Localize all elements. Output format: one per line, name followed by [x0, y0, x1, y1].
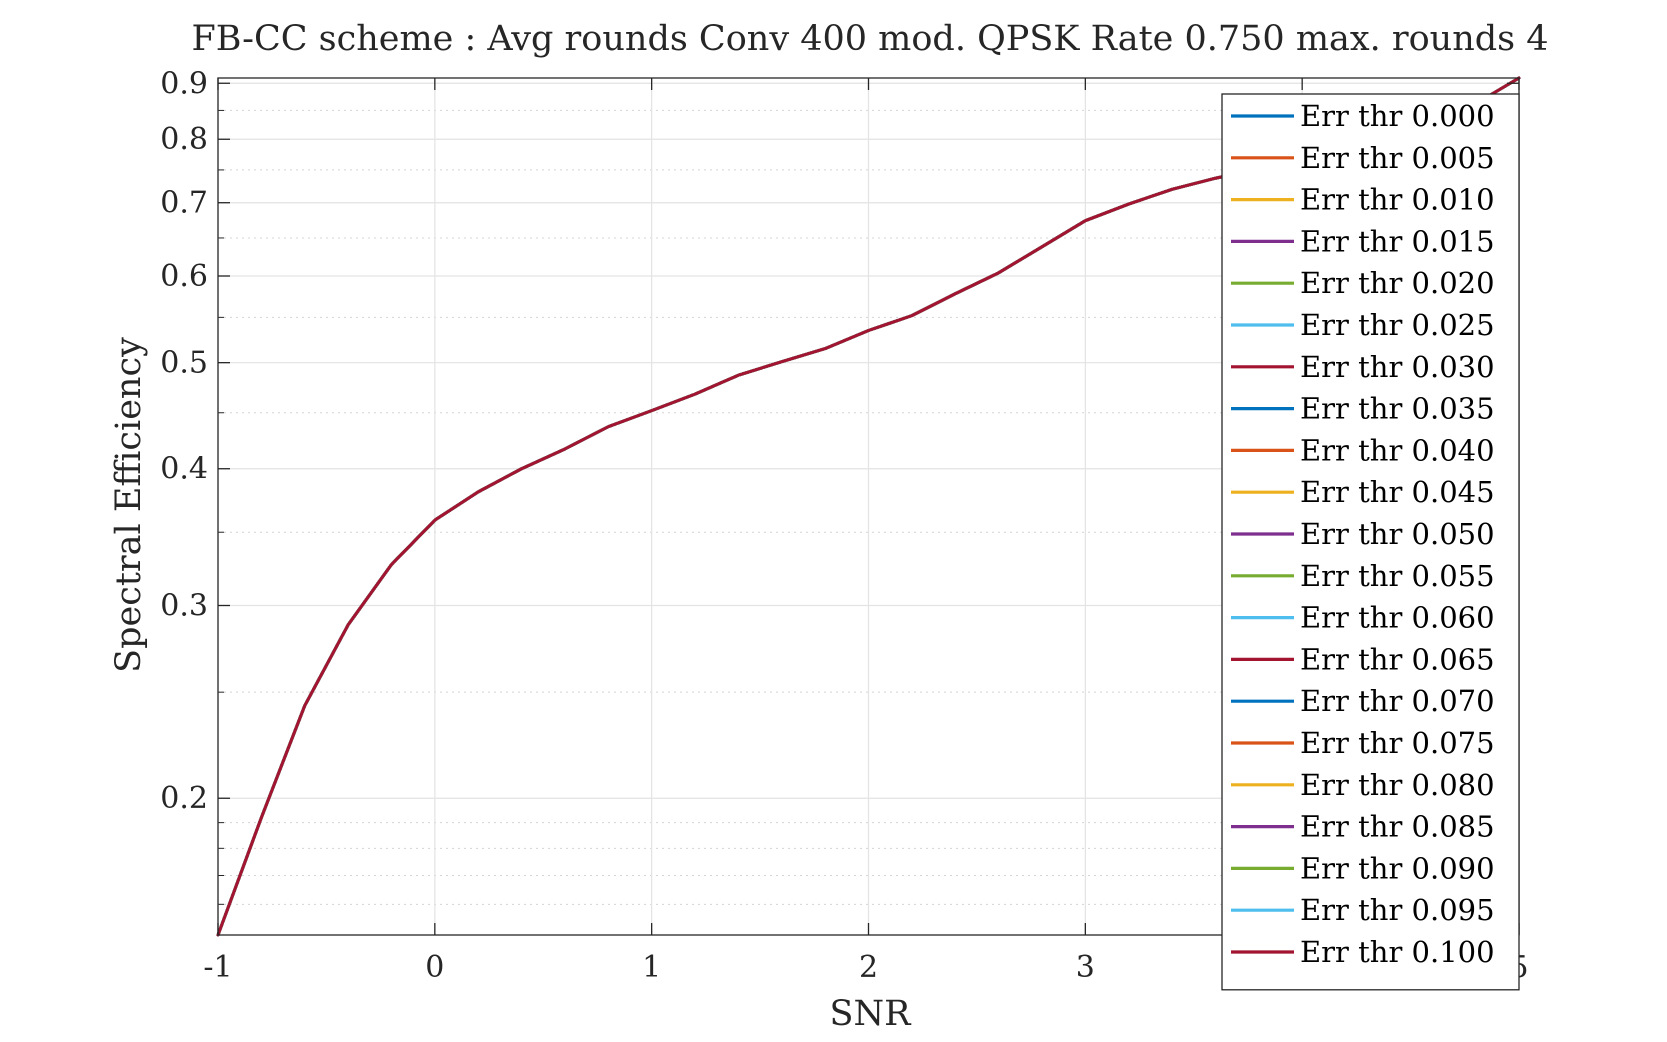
- legend-item: Err thr 0.090: [1231, 851, 1495, 885]
- legend-item: Err thr 0.010: [1231, 183, 1495, 217]
- legend-label: Err thr 0.065: [1300, 642, 1495, 676]
- legend-label: Err thr 0.060: [1300, 601, 1495, 635]
- legend-item: Err thr 0.075: [1231, 726, 1495, 760]
- legend-label: Err thr 0.040: [1300, 433, 1495, 467]
- legend-item: Err thr 0.035: [1231, 392, 1495, 426]
- legend-item: Err thr 0.015: [1231, 224, 1495, 258]
- y-tick-label: 0.5: [160, 346, 208, 381]
- y-axis-ticks: 0.2 0.3 0.4 0.5 0.6 0.7 0.8 0.9: [160, 66, 1519, 816]
- legend-item: Err thr 0.020: [1231, 266, 1495, 300]
- x-axis-label: SNR: [830, 994, 913, 1034]
- y-tick-label: 0.9: [160, 66, 208, 101]
- legend-label: Err thr 0.085: [1300, 810, 1495, 844]
- legend-label: Err thr 0.035: [1300, 392, 1495, 426]
- legend-label: Err thr 0.045: [1300, 475, 1495, 509]
- chart-title: FB-CC scheme : Avg rounds Conv 400 mod. …: [191, 19, 1548, 59]
- legend-label: Err thr 0.100: [1300, 935, 1495, 969]
- legend-label: Err thr 0.020: [1300, 266, 1495, 300]
- legend-box: [1221, 93, 1520, 991]
- legend-label: Err thr 0.025: [1300, 308, 1495, 342]
- legend-label: Err thr 0.050: [1300, 517, 1495, 551]
- x-tick-label: -1: [203, 950, 232, 985]
- legend-item: Err thr 0.005: [1231, 141, 1495, 175]
- legend-label: Err thr 0.095: [1300, 893, 1495, 927]
- y-tick-label: 0.2: [160, 781, 208, 816]
- legend-label: Err thr 0.090: [1300, 851, 1495, 885]
- legend-item: Err thr 0.080: [1231, 768, 1495, 802]
- legend-item: Err thr 0.000: [1231, 99, 1495, 133]
- x-tick-label: 1: [642, 950, 661, 985]
- legend-label: Err thr 0.015: [1300, 224, 1495, 258]
- legend-item: Err thr 0.100: [1231, 935, 1495, 969]
- legend-label: Err thr 0.010: [1300, 183, 1495, 217]
- x-tick-label: 0: [425, 950, 444, 985]
- legend-item: Err thr 0.045: [1231, 475, 1495, 509]
- y-tick-label: 0.6: [160, 259, 208, 294]
- legend-label: Err thr 0.080: [1300, 768, 1495, 802]
- legend: Err thr 0.000 Err thr 0.005 Err thr 0.010 E…: [1221, 93, 1520, 991]
- legend-label: Err thr 0.075: [1300, 726, 1495, 760]
- legend-label: Err thr 0.030: [1300, 350, 1495, 384]
- legend-label: Err thr 0.055: [1300, 559, 1495, 593]
- y-tick-label: 0.3: [160, 588, 208, 623]
- legend-item: Err thr 0.055: [1231, 559, 1495, 593]
- legend-item: Err thr 0.025: [1231, 308, 1495, 342]
- x-tick-label: 3: [1076, 950, 1095, 985]
- legend-label: Err thr 0.000: [1300, 99, 1495, 133]
- legend-item: Err thr 0.095: [1231, 893, 1495, 927]
- x-tick-label: 2: [859, 950, 878, 985]
- legend-item: Err thr 0.040: [1231, 433, 1495, 467]
- legend-item: Err thr 0.070: [1231, 684, 1495, 718]
- y-tick-label: 0.8: [160, 122, 208, 157]
- legend-item: Err thr 0.060: [1231, 601, 1495, 635]
- y-tick-label: 0.4: [160, 452, 208, 487]
- legend-item: Err thr 0.050: [1231, 517, 1495, 551]
- legend-items: Err thr 0.000 Err thr 0.005 Err thr 0.010 E…: [1231, 99, 1495, 969]
- legend-item: Err thr 0.065: [1231, 642, 1495, 676]
- legend-label: Err thr 0.005: [1300, 141, 1495, 175]
- y-axis-label: Spectral Efficiency: [109, 337, 149, 673]
- legend-item: Err thr 0.030: [1231, 350, 1495, 384]
- legend-item: Err thr 0.085: [1231, 810, 1495, 844]
- y-tick-label: 0.7: [160, 186, 208, 221]
- legend-label: Err thr 0.070: [1300, 684, 1495, 718]
